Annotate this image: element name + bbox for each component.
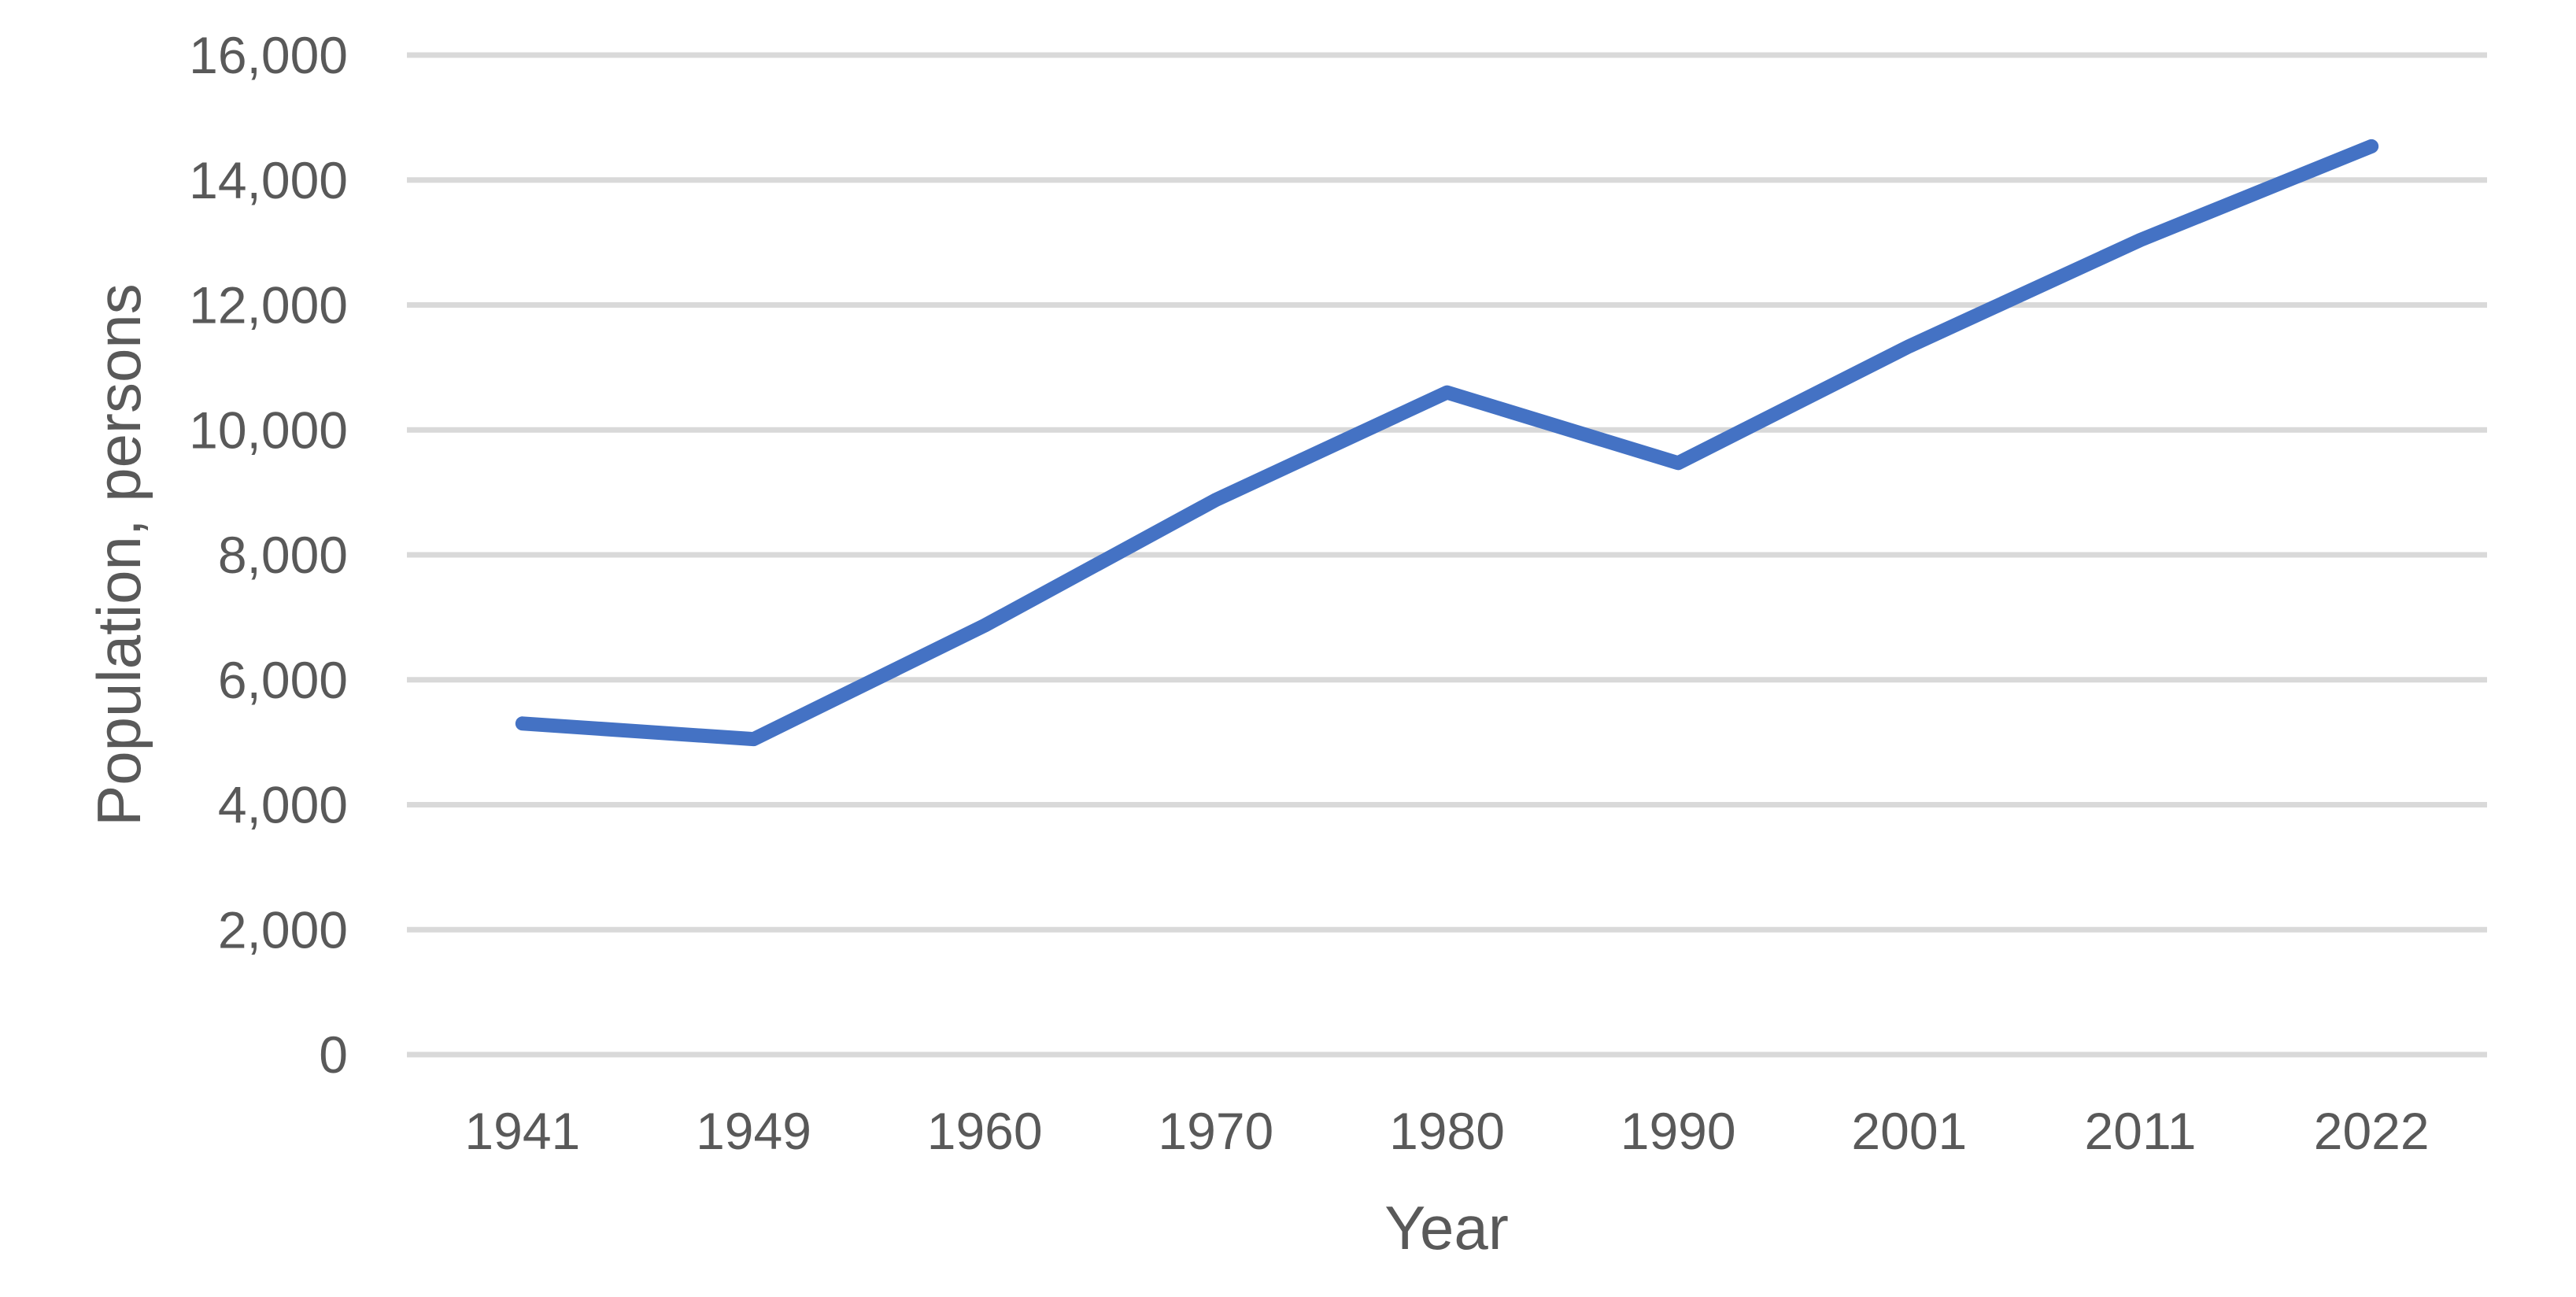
- series-group: [515, 139, 2379, 747]
- gridlines-group: [407, 52, 2487, 1058]
- x-tick-label: 1990: [1621, 1102, 1736, 1160]
- x-tick-label: 2001: [1851, 1102, 1967, 1160]
- y-tick-label: 6,000: [218, 651, 348, 709]
- y-tick-label: 10,000: [189, 401, 348, 459]
- x-tick-label: 1949: [696, 1102, 811, 1160]
- y-tick-label: 2,000: [218, 900, 348, 959]
- y-tick-label: 0: [319, 1025, 348, 1084]
- x-axis-title: Year: [1384, 1193, 1509, 1262]
- x-tick-label: 1941: [464, 1102, 580, 1160]
- population-series-line: [515, 139, 2379, 747]
- x-axis-tick-labels: 1941 1949 1960 1970 1980 1990 2001 2011 2022: [464, 1102, 2429, 1160]
- x-tick-label: 2022: [2314, 1102, 2430, 1160]
- y-axis-tick-labels: 0 2,000 4,000 6,000 8,000 10,000 12,000 14,000 1…: [189, 26, 348, 1084]
- y-tick-label: 14,000: [189, 151, 348, 209]
- y-tick-label: 16,000: [189, 26, 348, 84]
- y-axis-title: Population, persons: [84, 283, 153, 826]
- x-tick-label: 1980: [1389, 1102, 1505, 1160]
- y-tick-label: 12,000: [189, 276, 348, 334]
- x-tick-label: 1970: [1158, 1102, 1273, 1160]
- x-tick-label: 1960: [927, 1102, 1043, 1160]
- x-tick-label: 2011: [2085, 1102, 2197, 1160]
- y-tick-label: 8,000: [218, 526, 348, 584]
- y-tick-label: 4,000: [218, 776, 348, 834]
